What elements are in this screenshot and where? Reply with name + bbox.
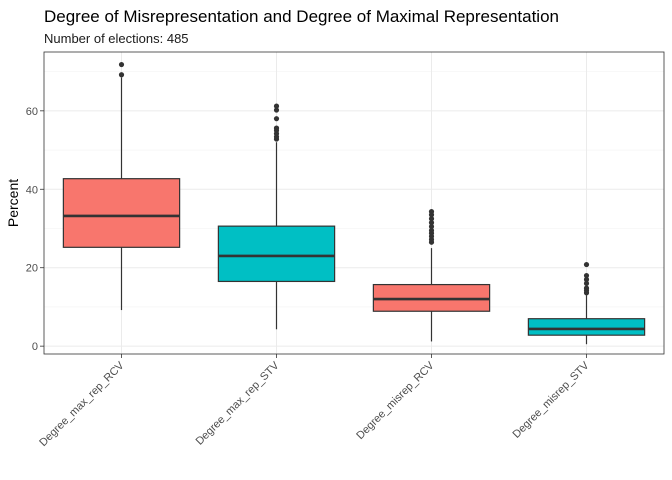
outlier-point [273, 116, 280, 122]
box-Degree_max_rep_RCV [62, 61, 181, 311]
outlier-point [273, 107, 280, 113]
x-tick-label: Degree_max_rep_RCV [37, 359, 127, 449]
iqr-box [527, 318, 646, 336]
outlier-point [118, 61, 125, 68]
outlier-point [428, 227, 435, 234]
outlier-point [583, 280, 590, 287]
x-axis: Degree_max_rep_RCV Degree_max_rep_STV Degr… [37, 354, 592, 449]
outlier-point [428, 209, 435, 215]
x-tick-label: Degree_misrep_RCV [354, 359, 437, 442]
iqr-box [62, 178, 181, 248]
chart-title: Degree of Misrepresentation and Degree o… [44, 7, 559, 26]
iqr-box [217, 225, 336, 283]
box-Degree_max_rep_STV [217, 103, 336, 330]
y-tick-label: 0 [32, 341, 38, 353]
y-axis: 0 20 40 60 [26, 106, 44, 353]
y-tick-label: 60 [26, 106, 38, 118]
outlier-point [273, 125, 280, 131]
outlier-point [583, 261, 590, 268]
plot-border [43, 51, 665, 355]
outlier-point [583, 272, 590, 279]
outlier-point [273, 103, 280, 109]
box-Degree_misrep_STV [527, 261, 646, 345]
outlier-point [118, 72, 125, 78]
y-axis-title: Percent [5, 179, 21, 227]
chart-subtitle: Number of elections: 485 [44, 31, 189, 46]
boxes [62, 61, 646, 345]
x-tick-label: Degree_max_rep_STV [194, 359, 283, 448]
y-tick-label: 20 [26, 263, 38, 275]
outlier-point [428, 223, 435, 230]
x-tick-label: Degree_misrep_STV [511, 359, 593, 441]
box-Degree_misrep_RCV [372, 209, 491, 342]
outlier-point [428, 216, 435, 222]
outlier-point [583, 285, 590, 291]
outlier-point [428, 220, 435, 226]
y-tick-label: 40 [26, 184, 38, 196]
outlier-point [583, 276, 590, 283]
